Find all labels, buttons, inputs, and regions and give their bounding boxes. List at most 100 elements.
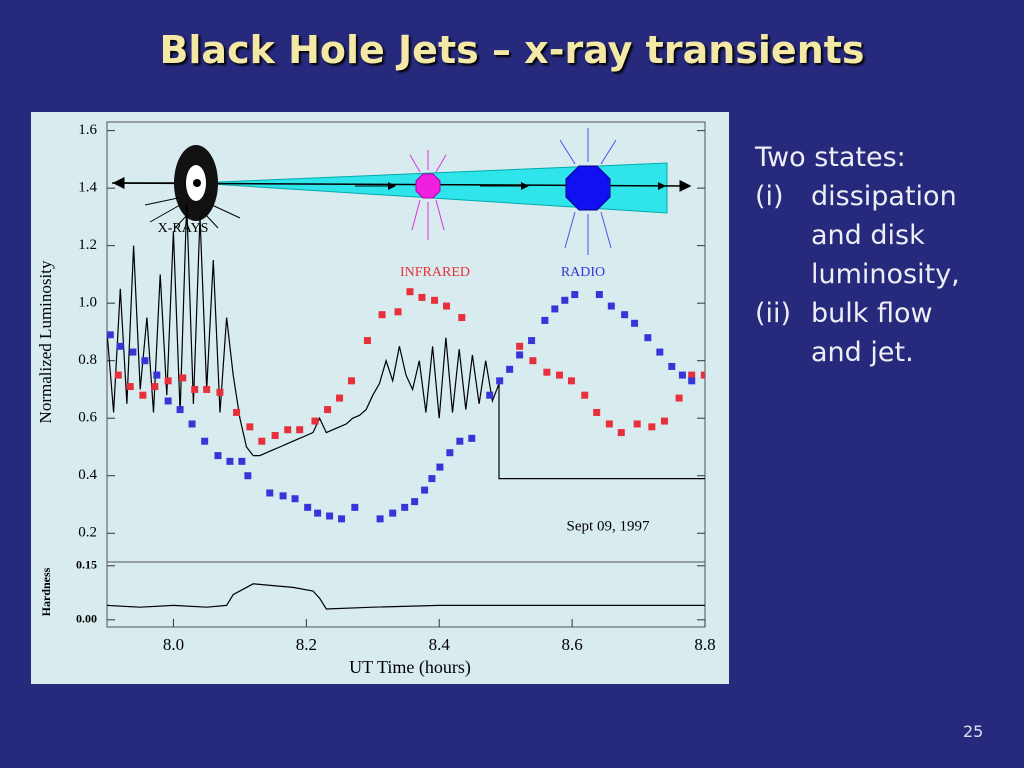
data-point bbox=[351, 503, 359, 511]
data-point bbox=[555, 371, 563, 379]
data-point bbox=[688, 377, 696, 385]
data-point bbox=[516, 351, 524, 359]
y-tick-label: 1.0 bbox=[78, 295, 97, 311]
bullet-item: (i) dissipation and disk luminosity, bbox=[755, 177, 960, 294]
data-point bbox=[436, 463, 444, 471]
data-point bbox=[266, 489, 274, 497]
data-point bbox=[418, 293, 426, 301]
data-point bbox=[151, 383, 159, 391]
data-point bbox=[214, 452, 222, 460]
data-point bbox=[164, 397, 172, 405]
data-point bbox=[648, 423, 656, 431]
data-point bbox=[529, 357, 537, 365]
bullet-line: and jet. bbox=[811, 337, 914, 368]
light-curve bbox=[107, 202, 705, 480]
data-point bbox=[607, 302, 615, 310]
data-point bbox=[561, 296, 569, 304]
x-axis-label: UT Time (hours) bbox=[349, 657, 471, 678]
data-point bbox=[595, 291, 603, 299]
data-point bbox=[191, 385, 199, 393]
x-tick-label: 8.4 bbox=[429, 635, 451, 654]
data-point bbox=[311, 417, 319, 425]
y-tick-label: 0.8 bbox=[78, 352, 97, 368]
data-point bbox=[468, 434, 476, 442]
data-point bbox=[238, 457, 246, 465]
series-label: INFRARED bbox=[400, 265, 470, 280]
y-tick-label: 0.2 bbox=[78, 525, 97, 541]
series-group bbox=[106, 583, 705, 610]
data-point bbox=[443, 302, 451, 310]
bullet-text: Two states: (i) dissipation and disk lumino… bbox=[755, 138, 960, 372]
data-point bbox=[139, 391, 147, 399]
plot-frame bbox=[106, 561, 706, 628]
data-point bbox=[411, 498, 419, 506]
x-tick-label: 8.0 bbox=[163, 635, 184, 654]
data-point bbox=[326, 512, 334, 520]
data-point bbox=[571, 291, 579, 299]
data-point bbox=[296, 426, 304, 434]
data-point bbox=[581, 391, 589, 399]
data-point bbox=[431, 296, 439, 304]
data-point bbox=[258, 437, 266, 445]
data-point bbox=[324, 406, 332, 414]
data-point bbox=[668, 362, 676, 370]
data-point bbox=[543, 368, 551, 376]
data-point bbox=[516, 342, 524, 350]
data-point bbox=[126, 383, 134, 391]
data-point bbox=[593, 408, 601, 416]
data-point bbox=[656, 348, 664, 356]
x-tick-label: 8.2 bbox=[296, 635, 317, 654]
data-point bbox=[304, 503, 312, 511]
bullet-line: bulk flow bbox=[811, 298, 933, 329]
y-tick-label: 1.2 bbox=[78, 237, 97, 253]
data-point bbox=[541, 316, 549, 324]
data-point bbox=[107, 331, 114, 339]
page-number: 25 bbox=[963, 722, 984, 741]
y-axis-label: Normalized Luminosity bbox=[36, 260, 55, 423]
data-point bbox=[179, 374, 187, 382]
slide-title: Black Hole Jets – x-ray transients bbox=[159, 28, 865, 72]
data-point bbox=[617, 429, 625, 437]
data-point bbox=[201, 437, 209, 445]
data-point bbox=[428, 475, 436, 483]
data-point bbox=[378, 311, 386, 319]
y-tick-label: 0.15 bbox=[76, 558, 97, 572]
radio-rays bbox=[559, 128, 617, 255]
data-point bbox=[129, 348, 137, 356]
data-point bbox=[621, 311, 629, 319]
data-point bbox=[688, 371, 696, 379]
data-point bbox=[678, 371, 686, 379]
y-tick-label: 1.4 bbox=[78, 180, 97, 196]
data-point bbox=[246, 423, 254, 431]
data-point bbox=[389, 509, 397, 517]
data-point bbox=[188, 420, 196, 428]
data-point bbox=[401, 503, 409, 511]
data-point bbox=[141, 357, 149, 365]
x-tick-label: 8.8 bbox=[694, 635, 715, 654]
data-point bbox=[153, 371, 161, 379]
bullet-body: bulk flow and jet. bbox=[811, 294, 933, 372]
data-point bbox=[660, 417, 668, 425]
bullet-line: and disk bbox=[811, 220, 925, 251]
data-point bbox=[406, 288, 414, 296]
data-point bbox=[176, 406, 184, 414]
data-point bbox=[446, 449, 454, 457]
series-label: X-RAYS bbox=[158, 221, 209, 236]
bullet-list: (i) dissipation and disk luminosity, (ii) bul… bbox=[755, 177, 960, 372]
data-point bbox=[376, 515, 384, 523]
annotation: Sept 09, 1997 bbox=[567, 518, 650, 534]
data-point bbox=[348, 377, 356, 385]
y-tick-label: 0.00 bbox=[76, 612, 97, 626]
bullet-marker: (i) bbox=[755, 181, 784, 212]
bullet-item: (ii) bulk flow and jet. bbox=[755, 294, 960, 372]
bullet-body: dissipation and disk luminosity, bbox=[811, 177, 960, 294]
y-tick-label: 0.4 bbox=[78, 467, 97, 483]
data-point bbox=[506, 365, 514, 373]
data-point bbox=[271, 431, 279, 439]
data-point bbox=[486, 391, 494, 399]
data-point bbox=[216, 388, 224, 396]
jet-diagram bbox=[111, 128, 692, 255]
data-point bbox=[528, 337, 536, 345]
